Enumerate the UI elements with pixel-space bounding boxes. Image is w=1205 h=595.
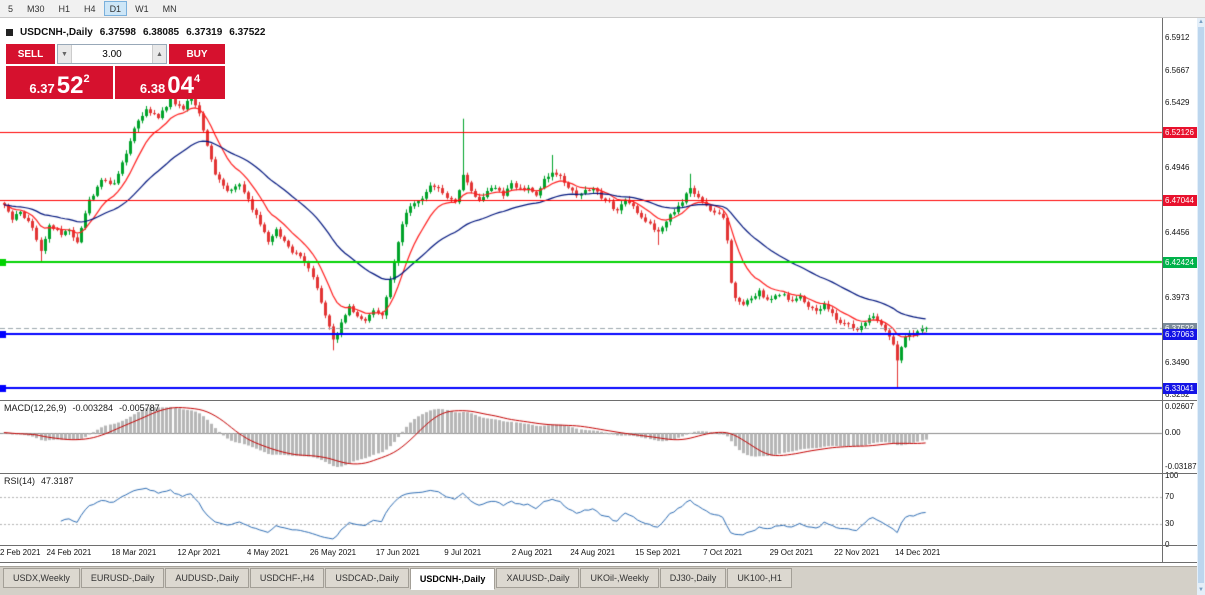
ohlc-close: 6.37522 — [229, 27, 266, 38]
date-axis-label: 7 Oct 2021 — [703, 548, 743, 557]
chart-tab-ukoil-weekly[interactable]: UKOil-,Weekly — [580, 568, 659, 588]
macd-main-value: -0.003284 — [72, 403, 114, 413]
chart-tab-usdx-weekly[interactable]: USDX,Weekly — [3, 568, 80, 588]
macd-name: MACD(12,26,9) — [4, 403, 67, 413]
date-axis[interactable]: 2 Feb 2021 24 Feb 2021 18 Mar 2021 12 Apr 2… — [0, 547, 1162, 562]
timeframe-button-h1[interactable]: H1 — [58, 4, 71, 14]
date-axis-label: 22 Nov 2021 — [834, 548, 880, 557]
sell-price-big: 52 — [56, 71, 84, 99]
chart-tab-xauusd-daily[interactable]: XAUUSD-,Daily — [496, 568, 580, 588]
date-axis-label: 2 Feb 2021 — [0, 548, 41, 557]
chart-tab-bar: USDX,Weekly EURUSD-,Daily AUDUSD-,Daily USD… — [0, 568, 1197, 590]
rsi-indicator-label: RSI(14) 47.3187 — [4, 476, 74, 486]
date-axis-label: 26 May 2021 — [309, 548, 357, 557]
date-axis-label: 17 Jun 2021 — [375, 548, 420, 557]
buy-button[interactable]: BUY — [169, 44, 225, 64]
macd-indicator-label: MACD(12,26,9) -0.003284 -0.005787 — [4, 403, 160, 413]
volume-spinner: ▼ ▲ — [57, 44, 167, 64]
price-scale-tick: 6.5667 — [1165, 65, 1190, 75]
volume-increase-button[interactable]: ▲ — [152, 45, 166, 63]
timeframe-button-mn[interactable]: MN — [162, 4, 177, 14]
timeframe-button-h4[interactable]: H4 — [84, 4, 96, 14]
price-scale-divider — [1162, 18, 1163, 563]
chart-tab-eurusd-daily[interactable]: EURUSD-,Daily — [80, 568, 165, 588]
price-scale-tick: 6.3252 — [1165, 390, 1190, 400]
date-axis-label: 4 May 2021 — [246, 548, 289, 557]
price-scale-tick: 6.4946 — [1165, 162, 1190, 172]
chart-tab-usdchf-h4[interactable]: USDCHF-,H4 — [249, 568, 325, 588]
rsi-scale-value: 0 — [1165, 540, 1169, 550]
price-level-tag: 6.33041 — [1163, 383, 1197, 395]
sell-price-pip: 2 — [83, 73, 90, 85]
date-axis-label: 12 Apr 2021 — [177, 548, 221, 557]
price-chart-canvas[interactable] — [0, 18, 1163, 546]
price-level-tag: 6.37063 — [1163, 329, 1197, 341]
timeframe-toolbar: 5 M30 H1 H4 D1 W1 MN — [0, 0, 1205, 18]
vertical-scrollbar[interactable]: ▲ ▼ — [1197, 18, 1205, 595]
chart-tab-audusd-daily[interactable]: AUDUSD-,Daily — [165, 568, 249, 588]
date-axis-label: 14 Dec 2021 — [895, 548, 941, 557]
rsi-scale-value: 70 — [1165, 491, 1174, 501]
ohlc-low: 6.37319 — [186, 27, 223, 38]
date-axis-label: 9 Jul 2021 — [444, 548, 482, 557]
timeframe-button-d1[interactable]: D1 — [103, 1, 128, 16]
one-click-trade-panel: SELL ▼ ▲ BUY 6.37 52 2 6.38 04 4 — [6, 44, 225, 99]
ohlc-open: 6.37598 — [99, 27, 136, 38]
chart-icon — [6, 29, 13, 36]
chart-tab-usdcnh-daily[interactable]: USDCNH-,Daily — [409, 568, 496, 590]
sell-button[interactable]: SELL — [6, 44, 55, 64]
price-scale-tick: 6.3490 — [1165, 358, 1190, 368]
volume-input[interactable] — [72, 45, 152, 63]
timeframe-button-m30[interactable]: M30 — [27, 4, 45, 14]
date-axis-label: 24 Feb 2021 — [46, 548, 92, 557]
rsi-scale-value: 30 — [1165, 519, 1174, 529]
timeframe-button-w1[interactable]: W1 — [135, 4, 149, 14]
rsi-value: 47.3187 — [41, 476, 74, 486]
price-level-tag: 6.52126 — [1163, 126, 1197, 138]
date-axis-label: 29 Oct 2021 — [769, 548, 814, 557]
macd-signal-value: -0.005787 — [119, 403, 160, 413]
date-axis-label: 24 Aug 2021 — [570, 548, 616, 557]
date-axis-label: 15 Sep 2021 — [635, 548, 681, 557]
price-level-tag: 6.47044 — [1163, 195, 1197, 207]
chart-symbol-label: USDCNH-,Daily — [20, 27, 93, 38]
buy-price-base: 6.38 — [139, 80, 166, 96]
price-scale-tick: 6.3973 — [1165, 293, 1190, 303]
date-axis-label: 2 Aug 2021 — [511, 548, 553, 557]
chart-tab-dj30-daily[interactable]: DJ30-,Daily — [659, 568, 727, 588]
sell-quote-box[interactable]: 6.37 52 2 — [6, 66, 113, 99]
volume-decrease-button[interactable]: ▼ — [58, 45, 72, 63]
macd-scale-value: -0.03187 — [1165, 462, 1197, 471]
price-level-tag: 6.42424 — [1163, 257, 1197, 269]
chart-tab-uk100-h1[interactable]: UK100-,H1 — [727, 568, 792, 588]
price-scale-tick: 6.5429 — [1165, 97, 1190, 107]
scroll-up-icon[interactable]: ▲ — [1198, 19, 1204, 25]
chart-bottom-border — [0, 562, 1197, 563]
pane-separator-macd[interactable] — [0, 400, 1197, 401]
buy-price-big: 04 — [167, 71, 194, 99]
pane-separator-bottom — [0, 545, 1197, 546]
price-level-tag: 6.37522 — [1163, 322, 1197, 334]
macd-scale-value: 0.00 — [1165, 427, 1181, 437]
pane-separator-rsi[interactable] — [0, 473, 1197, 474]
timeframe-button-5[interactable]: 5 — [8, 4, 14, 14]
buy-quote-box[interactable]: 6.38 04 4 — [115, 66, 225, 99]
price-scale-tick: 6.5912 — [1165, 32, 1190, 42]
chart-ohlc-header: USDCNH-,Daily 6.37598 6.38085 6.37319 6.… — [6, 27, 265, 38]
macd-scale-value: 0.02607 — [1165, 402, 1194, 411]
rsi-name: RSI(14) — [4, 476, 36, 486]
scroll-down-icon[interactable]: ▼ — [1198, 587, 1204, 593]
rsi-scale-value: 100 — [1165, 471, 1179, 480]
ohlc-high: 6.38085 — [142, 27, 180, 38]
scrollbar-thumb[interactable] — [1198, 27, 1204, 583]
date-axis-label: 18 Mar 2021 — [111, 548, 157, 557]
price-scale-tick: 6.4456 — [1165, 228, 1190, 238]
buy-price-pip: 4 — [193, 73, 201, 85]
price-scale[interactable]: 6.59126.56676.54296.51916.49466.47016.44… — [1163, 18, 1197, 563]
sell-price-base: 6.37 — [29, 80, 55, 96]
chart-tab-usdcad-daily[interactable]: USDCAD-,Daily — [325, 568, 409, 588]
